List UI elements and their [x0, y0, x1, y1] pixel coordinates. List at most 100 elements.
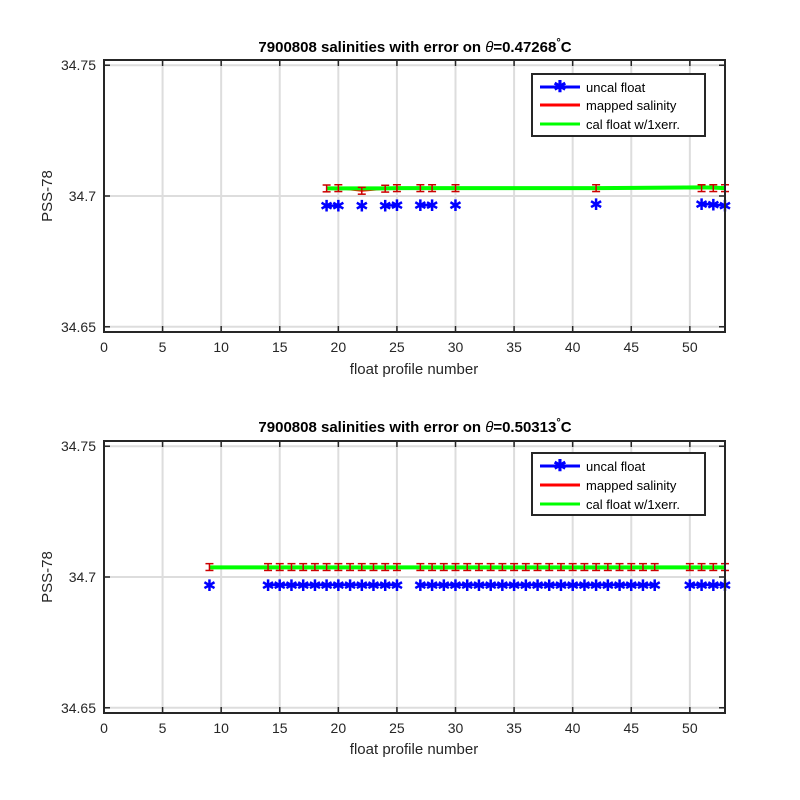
top-grid — [103, 60, 725, 332]
bottom-uncal-point: ✱ — [554, 576, 567, 595]
top-x-tick-label: 35 — [506, 339, 522, 355]
bottom-uncal-point: ✱ — [273, 576, 286, 595]
bottom-mapped-errorbar — [428, 562, 437, 572]
top-x-tick-label: 50 — [682, 339, 698, 355]
bottom-uncal-point: ✱ — [707, 576, 720, 595]
bottom-mapped-errorbar — [322, 562, 331, 572]
bottom-uncal-point: ✱ — [390, 576, 403, 595]
top-x-tick-label: 45 — [623, 339, 639, 355]
bottom-mapped-errorbar — [474, 562, 483, 572]
top-x-tick-label: 10 — [213, 339, 229, 355]
bottom-uncal-point: ✱ — [320, 576, 333, 595]
bottom-uncal-point: ✱ — [449, 576, 462, 595]
bottom-legend-label-cal: cal float w/1xerr. — [586, 497, 680, 512]
bottom-mapped-errorbar — [287, 562, 296, 572]
bottom-mapped-errorbar — [205, 562, 214, 572]
bottom-uncal-point: ✱ — [484, 576, 497, 595]
bottom-mapped-errorbar — [486, 562, 495, 572]
bottom-x-ticks: 0 5 10 15 20 25 30 35 40 45 50 — [100, 441, 698, 736]
bottom-uncal-point: ✱ — [496, 576, 509, 595]
top-uncal-point: ✱ — [414, 196, 427, 215]
bottom-uncal-point: ✱ — [519, 576, 532, 595]
top-chart-title: 7900808 salinities with error on θ=0.472… — [258, 37, 571, 56]
top-mapped-errorbar — [697, 184, 706, 193]
bottom-uncal-point: ✱ — [379, 576, 392, 595]
bottom-mapped-errorbar — [521, 562, 530, 572]
top-uncal-point: ✱ — [320, 197, 333, 216]
bottom-mapped-errorbar — [346, 562, 355, 572]
bottom-chart-title: 7900808 salinities with error on θ=0.503… — [258, 417, 571, 436]
bottom-mapped-errorbar — [533, 562, 542, 572]
bottom-mapped-errorbar — [556, 562, 565, 572]
top-x-axis-label: float profile number — [350, 361, 478, 378]
bottom-uncal-point: ✱ — [613, 576, 626, 595]
bottom-mapped-errorbar — [310, 562, 319, 572]
top-uncal-point: ✱ — [449, 196, 462, 215]
bottom-uncal-point: ✱ — [578, 576, 591, 595]
top-x-ticks: 0 5 10 15 20 25 30 35 40 45 50 — [100, 60, 698, 355]
top-mapped-errorbar — [322, 184, 331, 193]
bottom-x-tick-label: 35 — [506, 720, 522, 736]
top-mapped-errorbar — [709, 184, 718, 193]
top-legend: ✱ uncal float mapped salinity cal float … — [531, 73, 706, 137]
top-y-ticks: 34.65 34.7 34.75 — [61, 57, 725, 335]
top-x-tick-label: 0 — [100, 339, 108, 355]
bottom-x-tick-label: 0 — [100, 720, 108, 736]
bottom-series-layer: ✱ ✱✱✱✱✱✱✱✱✱✱✱✱ ✱✱✱✱✱✱✱✱✱✱✱✱✱✱✱✱✱✱✱✱✱ ✱✱✱✱ — [203, 562, 732, 595]
bottom-uncal-point: ✱ — [543, 576, 556, 595]
top-x-tick-label: 5 — [159, 339, 167, 355]
bottom-y-tick-label: 34.65 — [61, 700, 96, 716]
bottom-uncal-point: ✱ — [472, 576, 485, 595]
bottom-uncal-point: ✱ — [203, 576, 216, 595]
bottom-uncal-point: ✱ — [308, 576, 321, 595]
top-x-tick-label: 20 — [331, 339, 347, 355]
bottom-mapped-errorbar — [603, 562, 612, 572]
top-uncal-point: ✱ — [707, 196, 720, 215]
top-uncal-point: ✱ — [695, 195, 708, 214]
bottom-uncal-point: ✱ — [648, 576, 661, 595]
bottom-mapped-errorbar — [264, 562, 273, 572]
bottom-mapped-errorbar — [392, 562, 401, 572]
top-mapped-errorbar — [451, 184, 460, 193]
top-y-tick-label: 34.65 — [61, 319, 96, 335]
top-legend-label-uncal: uncal float — [586, 80, 646, 95]
bottom-uncal-point: ✱ — [437, 576, 450, 595]
bottom-uncal-point: ✱ — [683, 576, 696, 595]
bottom-legend: ✱ uncal float mapped salinity cal float … — [531, 452, 706, 516]
bottom-x-tick-label: 10 — [213, 720, 229, 736]
top-uncal-point: ✱ — [589, 195, 602, 214]
bottom-uncal-point: ✱ — [414, 576, 427, 595]
bottom-mapped-errorbar — [615, 562, 624, 572]
bottom-mapped-errorbar — [650, 562, 659, 572]
top-uncal-line-segment — [385, 203, 397, 207]
top-uncal-point: ✱ — [355, 197, 368, 216]
top-mapped-errorbar — [416, 184, 425, 193]
top-series-layer: ✱✱ ✱ ✱✱ ✱✱ ✱ ✱ ✱✱✱ — [320, 184, 732, 216]
bottom-x-tick-label: 15 — [272, 720, 288, 736]
top-y-tick-label: 34.7 — [69, 188, 96, 204]
bottom-legend-label-mapped: mapped salinity — [586, 478, 677, 493]
bottom-uncal-point: ✱ — [285, 576, 298, 595]
top-uncal-point: ✱ — [379, 197, 392, 216]
bottom-uncal-point: ✱ — [461, 576, 474, 595]
bottom-mapped-errorbar — [357, 562, 366, 572]
top-mapped-errorbar — [428, 184, 437, 193]
top-y-tick-label: 34.75 — [61, 57, 96, 73]
bottom-y-ticks: 34.65 34.7 34.75 — [61, 438, 725, 716]
bottom-x-axis-label: float profile number — [350, 741, 478, 758]
top-y-axis-label: PSS-78 — [39, 170, 56, 222]
bottom-mapped-errorbar — [592, 562, 601, 572]
top-legend-label-mapped: mapped salinity — [586, 98, 677, 113]
bottom-mapped-errorbar — [510, 562, 519, 572]
bottom-mapped-errorbar — [545, 562, 554, 572]
bottom-uncal-point: ✱ — [296, 576, 309, 595]
top-mapped-errorbar — [592, 184, 601, 193]
bottom-uncal-point: ✱ — [261, 576, 274, 595]
bottom-x-tick-label: 45 — [623, 720, 639, 736]
bottom-x-tick-label: 50 — [682, 720, 698, 736]
bottom-legend-marker-uncal: ✱ — [553, 458, 566, 475]
bottom-y-tick-label: 34.75 — [61, 438, 96, 454]
top-legend-marker-uncal: ✱ — [553, 79, 566, 96]
bottom-chart-panel: 7900808 salinities with error on θ=0.503… — [39, 417, 732, 758]
